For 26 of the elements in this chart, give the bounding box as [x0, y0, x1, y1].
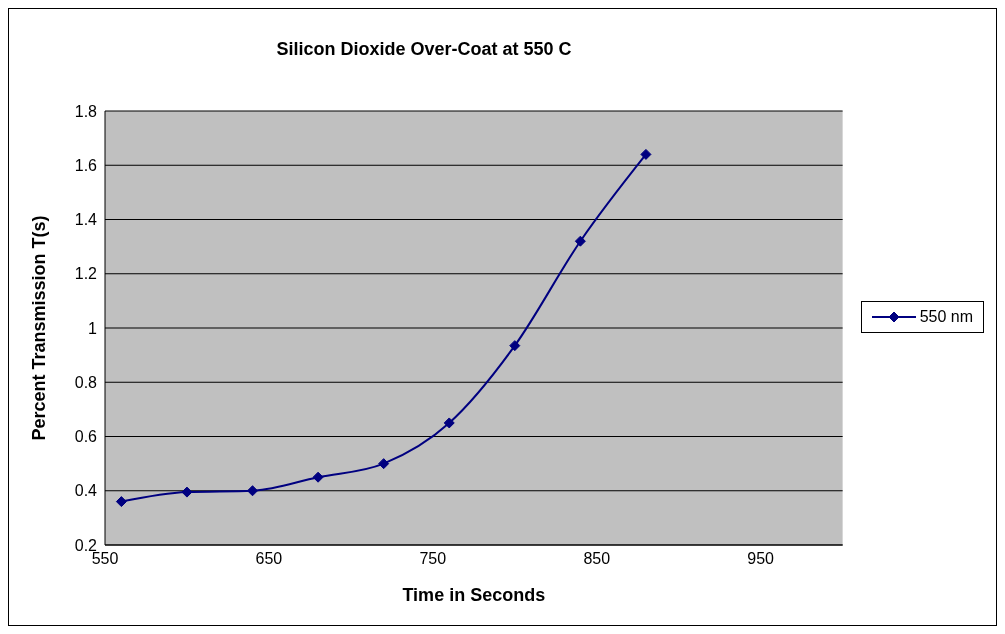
point: [247, 485, 259, 497]
y-tick-label: 1: [88, 319, 98, 337]
x-tick-label: 750: [419, 550, 447, 568]
x-tick-label: 850: [583, 550, 611, 568]
y-tick-label: 1.2: [74, 265, 98, 283]
x-tick-label: 950: [747, 550, 775, 568]
y-tick-label: 0.4: [74, 482, 98, 500]
x-tick-label: 650: [255, 550, 283, 568]
y-tick-label: 0.6: [74, 428, 98, 446]
y-tick-label: 1.8: [74, 102, 98, 120]
y-tick-label: 1.6: [74, 156, 98, 174]
point: [574, 235, 586, 247]
x-axis-title: Time in Seconds: [402, 585, 546, 605]
legend-label: 550 nm: [919, 308, 973, 326]
point: [509, 340, 521, 352]
point: [443, 417, 455, 429]
point: [640, 148, 652, 160]
chart-title: Silicon Dioxide Over-Coat at 550 C: [275, 39, 573, 60]
y-tick-label: 0.8: [74, 373, 98, 391]
point: [312, 471, 324, 483]
y-axis-title: Percent Transmission T(s): [29, 215, 50, 441]
point: [378, 458, 390, 470]
point: [181, 486, 193, 498]
y-tick-label: 1.4: [74, 211, 98, 229]
point: [115, 496, 127, 508]
x-tick-label: 550: [91, 550, 119, 568]
